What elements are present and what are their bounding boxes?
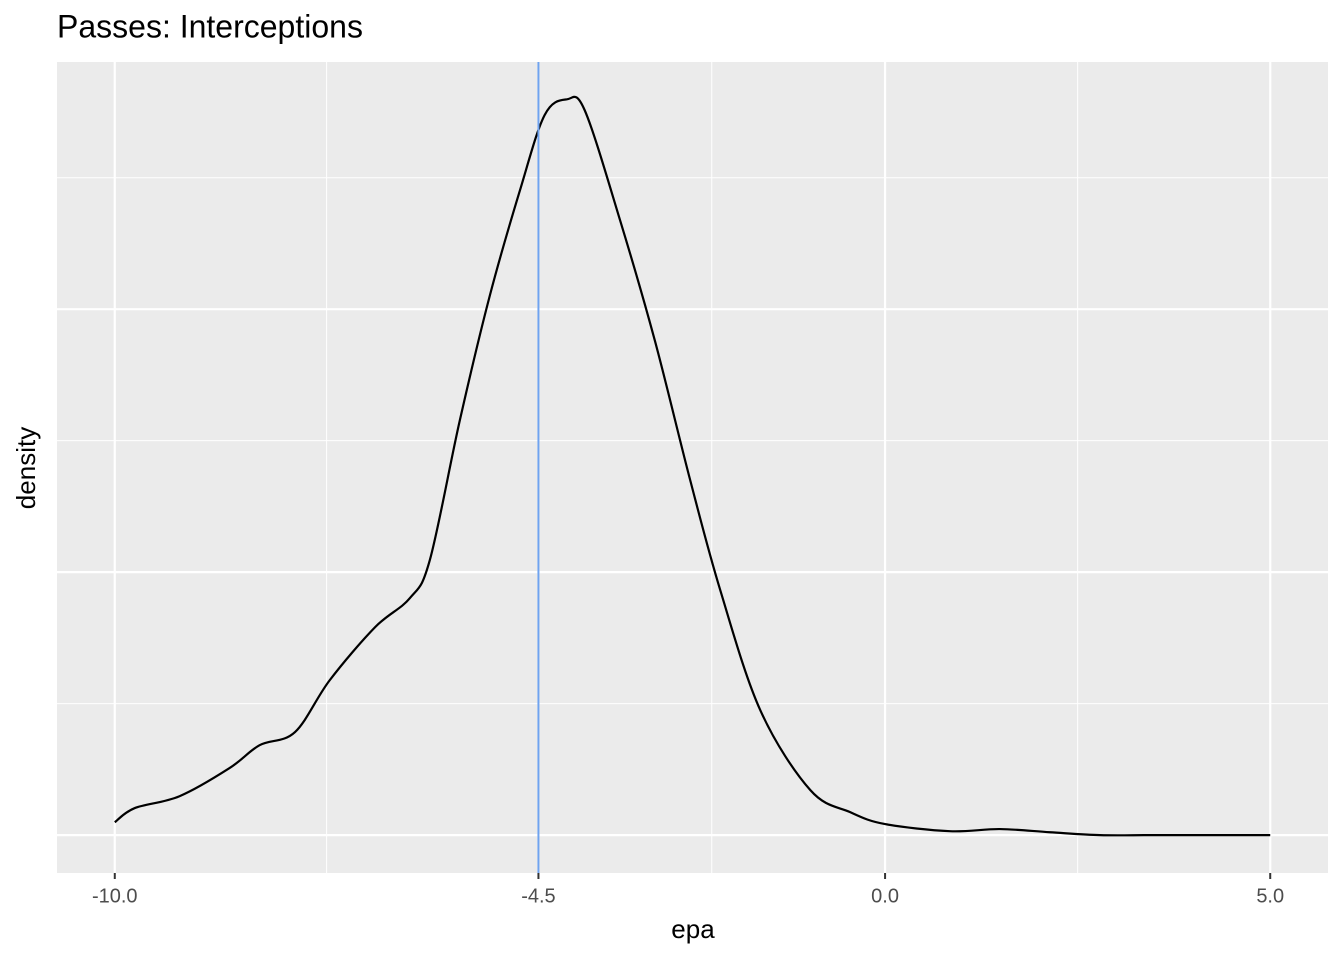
x-tick-label: 5.0 — [1256, 885, 1284, 907]
chart-title: Passes: Interceptions — [57, 8, 363, 44]
density-line — [114, 95, 1271, 837]
x-axis-label: epa — [671, 914, 715, 944]
y-axis-label: density — [11, 427, 41, 509]
x-tick-label: -10.0 — [92, 885, 138, 907]
x-tick-label: -4.5 — [521, 885, 555, 907]
panel — [57, 62, 1328, 873]
x-tick-label: 0.0 — [871, 885, 899, 907]
